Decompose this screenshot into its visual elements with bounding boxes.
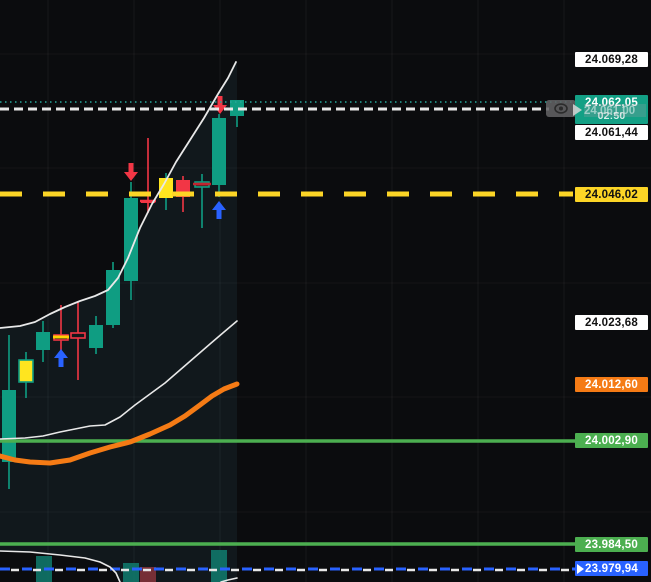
yellow-highlight-marker [53,335,69,339]
volume-bar [123,563,139,582]
candle [2,390,16,462]
middle-band-line [0,320,238,440]
upper-band-line [0,61,237,329]
price-line-visibility-pill[interactable] [546,100,576,117]
volume-bar [211,550,227,582]
candle [106,270,120,325]
candle [36,332,50,350]
sell-arrow-down-icon [124,163,138,181]
candle [70,332,86,339]
buy-arrow-up-icon [212,201,226,219]
candle [18,359,34,383]
candle [159,178,173,198]
candle [230,100,244,116]
candle [89,325,103,348]
candle [212,118,226,185]
buy-arrow-up-icon [54,349,68,367]
lower-band-line [0,550,121,582]
lower-band-tail-line [220,577,238,582]
orange-ma-line [0,381,240,466]
eye-icon [554,103,568,114]
